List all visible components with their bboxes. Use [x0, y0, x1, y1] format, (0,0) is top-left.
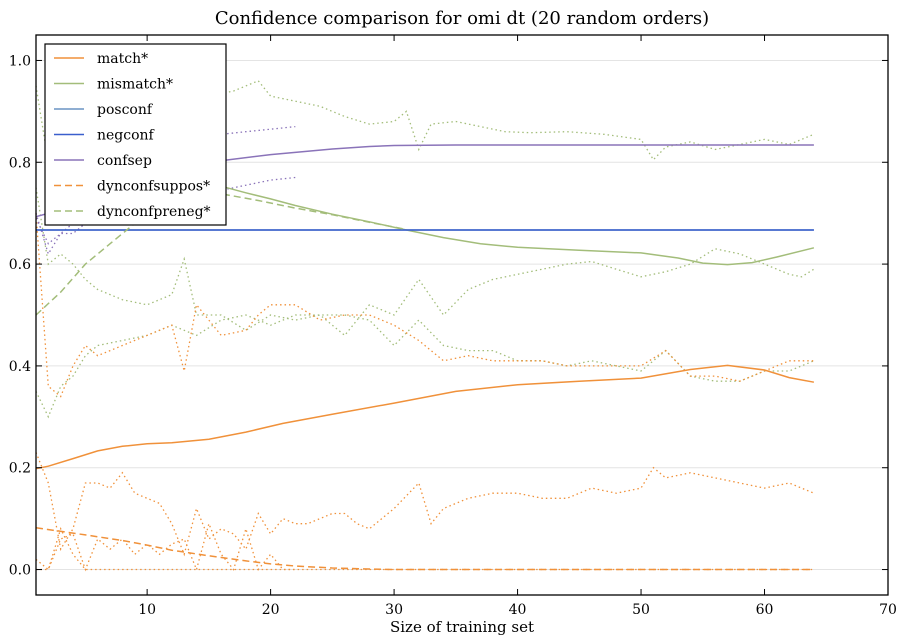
tick-layer: 10 20 30 40 50 60 70 0.0 0.2 0.4 0.6 0.8 1.0 — [9, 35, 897, 618]
x-tick-label: 50 — [632, 602, 650, 618]
y-tick-label: 0.6 — [9, 257, 31, 273]
chart-title: Confidence comparison for omi dt (20 ran… — [215, 8, 709, 29]
legend-label: mismatch* — [97, 77, 173, 93]
legend-label: confsep — [97, 153, 152, 169]
legend: match* mismatch* posconf negconf confsep dync… — [44, 43, 227, 226]
legend-item: posconf — [54, 102, 154, 118]
legend-item: negconf — [54, 128, 156, 144]
legend-item: dynconfpreneg* — [54, 204, 211, 220]
series-line-run-13 — [35, 521, 296, 572]
y-tick-label: 1.0 — [9, 53, 31, 69]
series-line-run-8 — [35, 187, 815, 337]
y-tick-label: 0.0 — [9, 563, 31, 579]
legend-label: match* — [97, 51, 148, 67]
grid-layer — [36, 59, 888, 571]
series-line-match — [35, 364, 815, 470]
plot-frame — [35, 34, 889, 596]
x-tick-label: 70 — [879, 602, 897, 618]
y-tick-label: 0.2 — [9, 461, 31, 477]
series-line-run-11 — [36, 527, 814, 571]
legend-label: dynconfsuppos* — [97, 179, 210, 195]
x-tick-label: 10 — [138, 602, 156, 618]
x-tick-label: 60 — [756, 602, 774, 618]
series-line-run-10 — [35, 213, 814, 398]
y-tick-label: 0.4 — [9, 359, 31, 375]
legend-items: match* mismatch* posconf negconf confsep dync… — [54, 51, 211, 220]
x-axis-label: Size of training set — [390, 618, 534, 636]
y-tick-label: 0.8 — [9, 155, 31, 171]
series-line-run-12 — [35, 452, 815, 557]
legend-item: match* — [54, 51, 148, 67]
series-line-dynconfsuppos — [35, 527, 814, 571]
x-tick-label: 40 — [509, 602, 527, 618]
legend-label: negconf — [97, 128, 156, 144]
series-line-run-14 — [35, 125, 296, 256]
x-tick-label: 20 — [262, 602, 280, 618]
legend-item: dynconfsuppos* — [54, 179, 210, 195]
series-line-mismatch — [171, 171, 815, 266]
legend-item: confsep — [54, 153, 152, 169]
x-tick-label: 30 — [385, 602, 403, 618]
legend-label: posconf — [97, 102, 154, 118]
legend-item: mismatch* — [54, 77, 173, 93]
legend-label: dynconfpreneg* — [97, 204, 211, 220]
